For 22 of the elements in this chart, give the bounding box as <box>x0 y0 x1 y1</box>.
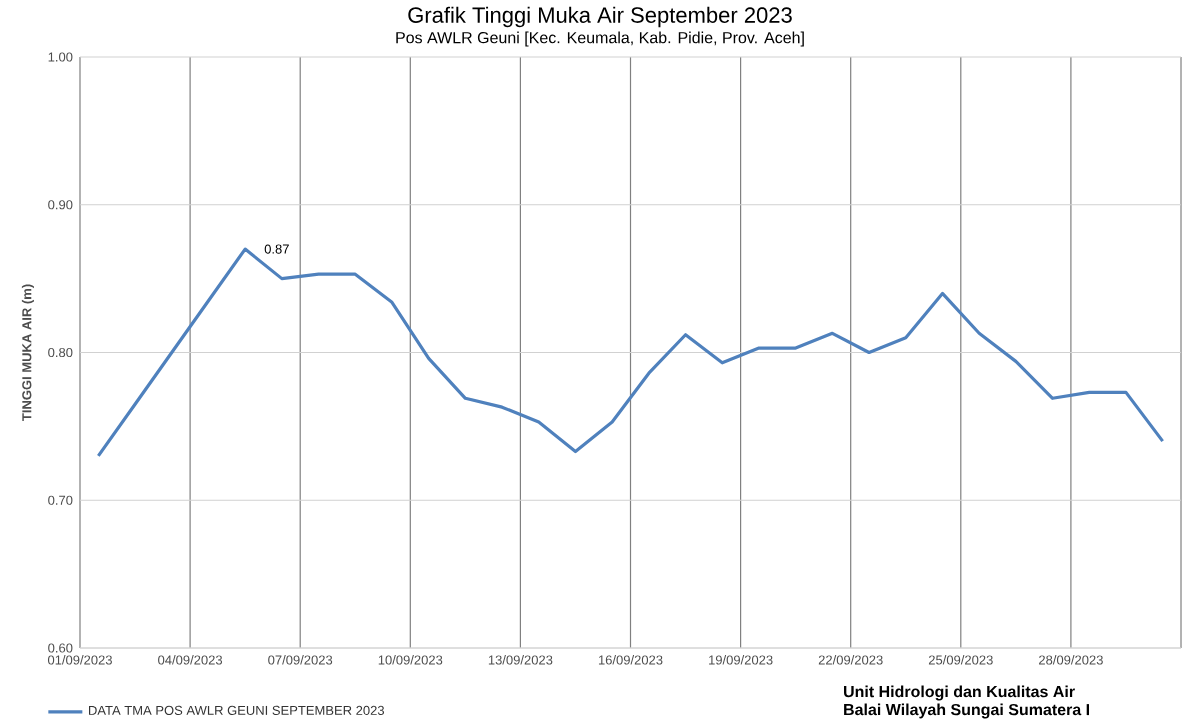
y-tick-label: 0.60 <box>48 643 73 653</box>
x-tick-label: 07/09/2023 <box>268 655 333 665</box>
x-tick-label: 13/09/2023 <box>488 655 553 665</box>
chart-title: Grafik Tinggi Muka Air September 2023 <box>408 6 792 28</box>
y-tick-label: 0.70 <box>48 495 73 505</box>
x-tick-label: 04/09/2023 <box>158 655 223 665</box>
data-label: 0.87 <box>264 244 289 254</box>
x-tick-label: 16/09/2023 <box>598 655 663 665</box>
y-axis-title: TINGGI MUKA AIR (m) <box>21 284 34 421</box>
x-tick-label: 28/09/2023 <box>1039 655 1103 665</box>
x-tick-label: 01/09/2023 <box>47 655 112 665</box>
x-tick-label: 25/09/2023 <box>928 655 993 665</box>
y-tick-label: 1.00 <box>48 52 73 62</box>
x-tick-label: 22/09/2023 <box>818 655 883 665</box>
legend-label: DATA TMA POS AWLR GEUNI SEPTEMBER 2023 <box>89 705 385 715</box>
x-tick-label: 10/09/2023 <box>378 655 443 665</box>
y-tick-label: 0.80 <box>48 347 73 358</box>
chart-subtitle: Pos AWLR Geuni [Kec. Keumala, Kab. Pidie, Prov. Aceh] <box>396 31 804 47</box>
text: Balai Wilayah Sungai Sumatera I <box>844 703 1090 719</box>
text: Unit Hidrologi dan Kualitas Air <box>844 685 1075 701</box>
x-tick-label: 19/09/2023 <box>709 655 773 665</box>
y-tick-label: 0.90 <box>48 200 73 210</box>
